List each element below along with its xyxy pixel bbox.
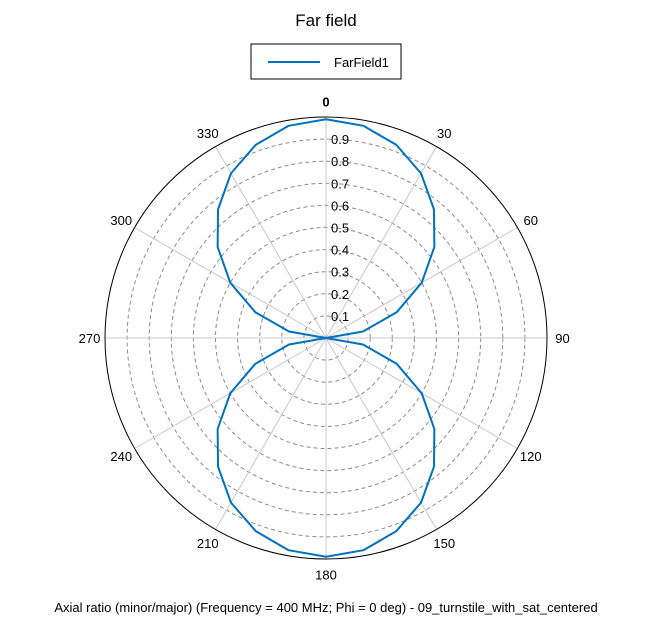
angular-tick-label: 0 <box>322 95 329 110</box>
radial-tick-label: 0.7 <box>331 176 349 191</box>
angular-tick-label: 60 <box>524 213 538 228</box>
angular-tick-label: 150 <box>433 536 455 551</box>
radial-tick-label: 0.6 <box>331 198 349 213</box>
radial-tick-label: 0.8 <box>331 154 349 169</box>
angular-tick-label: 210 <box>197 536 219 551</box>
angular-tick-label: 30 <box>437 126 451 141</box>
radial-tick-label: 0.4 <box>331 243 349 258</box>
radial-tick-label: 0.9 <box>331 132 349 147</box>
angular-grid-line <box>215 146 327 339</box>
angular-tick-label: 300 <box>110 213 132 228</box>
radial-tick-label: 0.2 <box>331 287 349 302</box>
outer-axis-circle <box>104 116 548 560</box>
angular-tick-label: 180 <box>315 567 337 582</box>
angular-grid-line <box>215 337 327 530</box>
tick-labels: 0 30 60 90 120 150 180 210 240 270 300 330 0.1 0.2 0.3… <box>79 95 570 583</box>
angular-grid-line <box>325 337 437 530</box>
radial-tick-label: 0.1 <box>331 309 349 324</box>
radial-tick-label: 0.5 <box>331 221 349 236</box>
legend: FarField1 <box>250 43 402 80</box>
series-line-farfield1 <box>216 118 436 558</box>
chart-title: Far field <box>295 11 356 30</box>
angular-grid-line <box>325 146 437 339</box>
angular-tick-label: 270 <box>79 331 101 346</box>
series-layer <box>216 118 436 558</box>
legend-label-farfield1: FarField1 <box>334 55 389 70</box>
chart-footer: Axial ratio (minor/major) (Frequency = 4… <box>54 600 597 615</box>
angular-tick-label: 90 <box>555 331 569 346</box>
angular-tick-label: 240 <box>110 449 132 464</box>
angular-tick-label: 330 <box>197 126 219 141</box>
radial-tick-label: 0.3 <box>331 265 349 280</box>
angular-tick-label: 120 <box>520 449 542 464</box>
polar-grid <box>104 116 548 560</box>
